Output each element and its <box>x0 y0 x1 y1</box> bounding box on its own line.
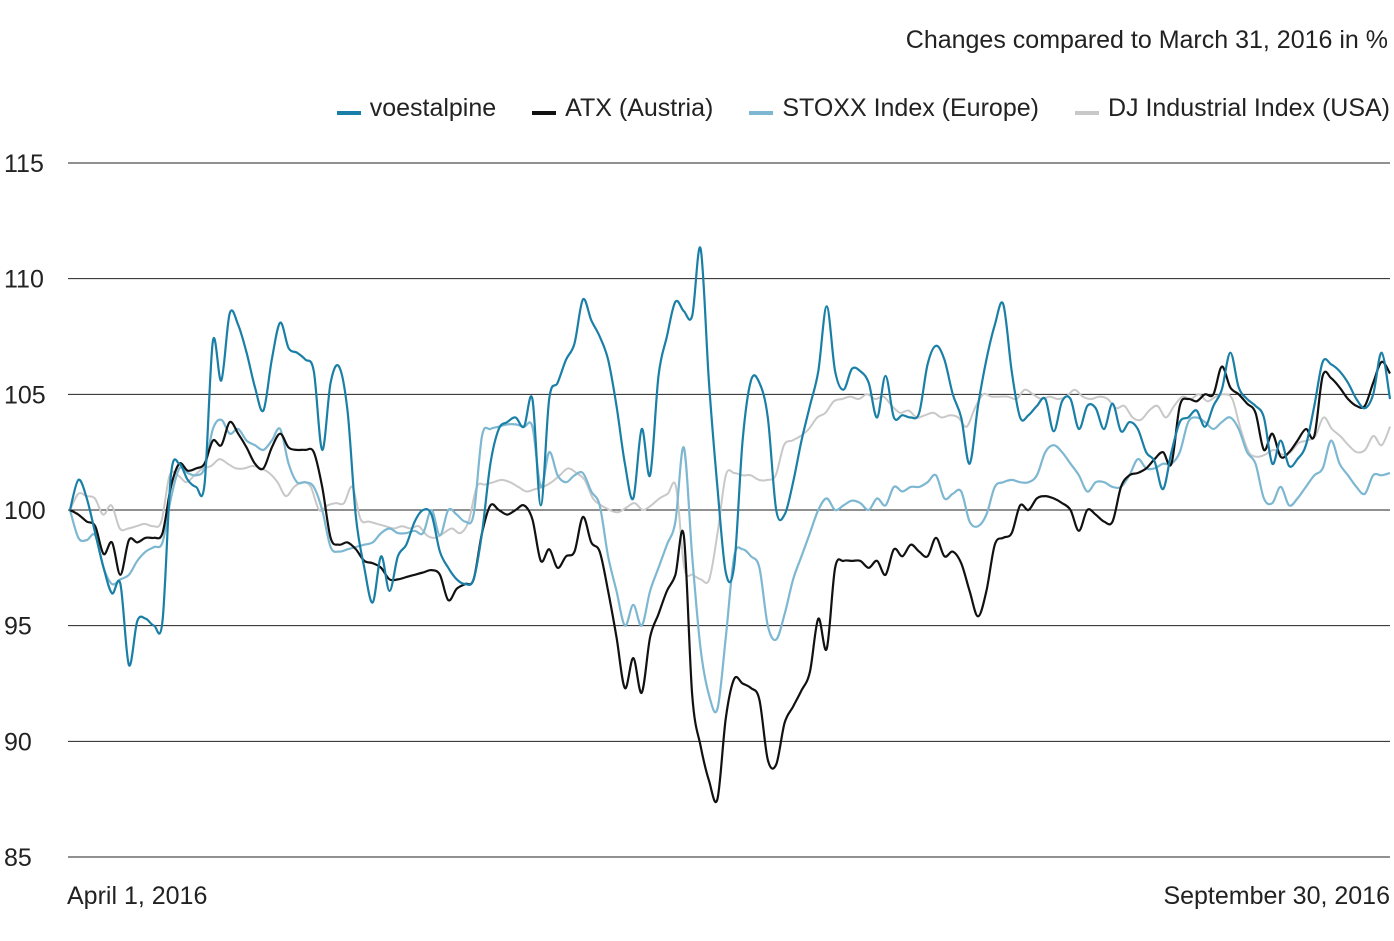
y-tick-label-110: 110 <box>4 266 44 294</box>
legend-label-atx: ATX (Austria) <box>565 94 714 122</box>
legend-label-dj: DJ Industrial Index (USA) <box>1107 94 1390 122</box>
y-tick-label-105: 105 <box>4 381 46 409</box>
legend-label-voestalpine: voestalpine <box>369 94 497 122</box>
legend-swatch-dj <box>1074 110 1099 115</box>
y-tick-label-100: 100 <box>4 497 46 525</box>
series-lines <box>68 246 1392 804</box>
chart-subtitle: Changes compared to March 31, 2016 in % <box>905 26 1388 54</box>
y-tick-label-85: 85 <box>4 844 32 872</box>
y-tick-label-115: 115 <box>4 150 44 178</box>
legend-swatch-voestalpine <box>336 110 361 115</box>
legend-item-atx: ATX (Austria) <box>532 94 713 123</box>
legend-item-dj: DJ Industrial Index (USA) <box>1074 94 1390 123</box>
legend-swatch-stoxx <box>749 110 774 115</box>
y-axis-ticks: 85 90 95 100 105 110 115 <box>4 150 46 872</box>
series-line-stoxx <box>68 416 1391 714</box>
series-line-voestalpine <box>68 246 1392 667</box>
legend-item-voestalpine: voestalpine <box>336 94 497 123</box>
y-tick-label-90: 90 <box>4 728 32 756</box>
legend-item-stoxx: STOXX Index (Europe) <box>749 94 1039 123</box>
y-tick-label-95: 95 <box>4 613 32 641</box>
x-axis-start-label: April 1, 2016 <box>67 882 208 910</box>
x-axis-end-label: September 30, 2016 <box>1163 882 1390 910</box>
gridlines <box>68 162 1390 858</box>
series-line-dj <box>69 388 1391 584</box>
legend-swatch-atx <box>532 110 557 115</box>
chart-legend: voestalpine ATX (Austria) STOXX Index (E… <box>336 94 1390 123</box>
legend-label-stoxx: STOXX Index (Europe) <box>782 94 1039 122</box>
